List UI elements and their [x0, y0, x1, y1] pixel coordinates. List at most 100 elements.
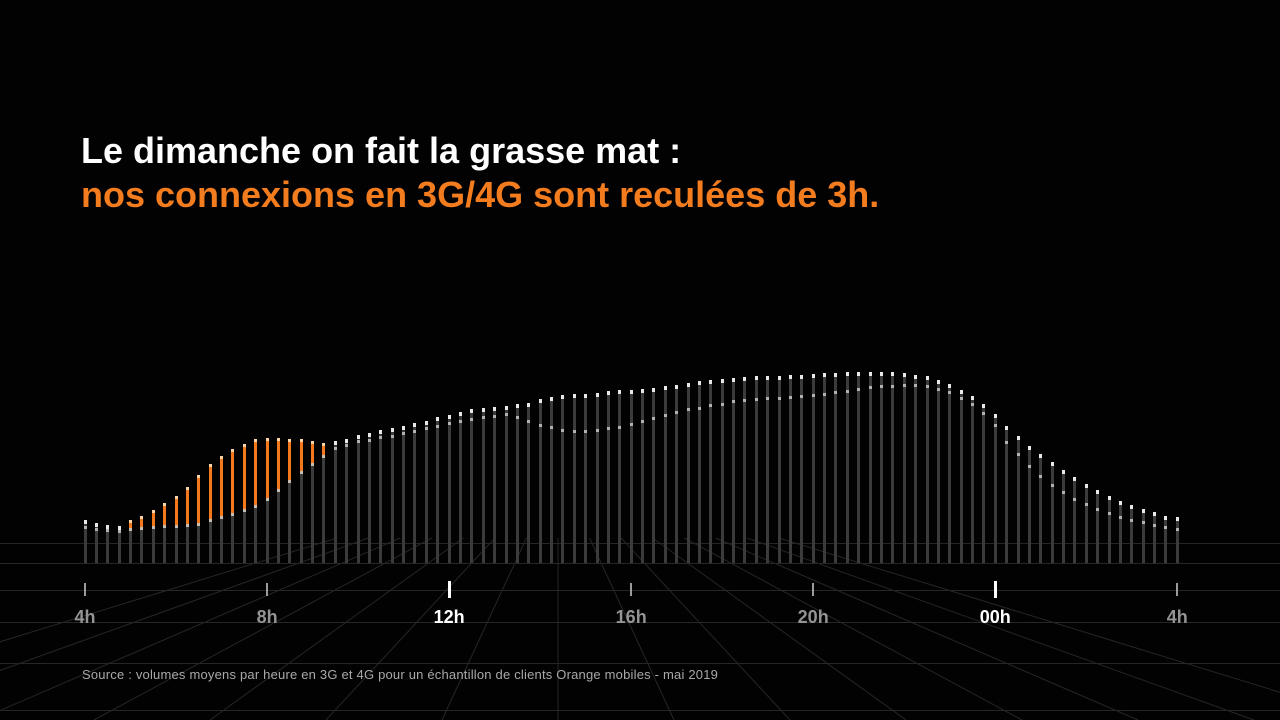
bar-junction-dot	[311, 463, 314, 466]
bar-stem	[527, 403, 530, 563]
bar-low-dot	[1108, 512, 1111, 515]
bar	[664, 386, 667, 563]
bar-top-dot	[345, 439, 348, 443]
bar-top-dot	[721, 379, 724, 383]
grid-radial-line	[747, 537, 1255, 720]
bar	[197, 475, 200, 563]
bar-low-dot	[641, 420, 644, 423]
bar-stem	[493, 407, 496, 563]
bar	[1073, 477, 1076, 563]
bar-stem	[1119, 501, 1122, 563]
bar-top-dot	[505, 406, 508, 410]
bar	[186, 487, 189, 563]
bar-stem	[948, 384, 951, 563]
bar-orange-tip	[322, 443, 325, 446]
bar-low-dot	[334, 447, 337, 450]
bar-orange-segment	[129, 520, 132, 529]
bar-orange-segment	[197, 475, 200, 524]
bar-stem	[277, 490, 280, 563]
bar-stem	[1017, 436, 1020, 563]
bar-top-dot	[573, 394, 576, 398]
bar	[823, 373, 826, 563]
bar-stem	[766, 376, 769, 563]
bar	[266, 438, 269, 563]
bar-low-dot	[436, 425, 439, 428]
bar-low-dot	[95, 528, 98, 531]
bar-low-dot	[118, 530, 121, 533]
bar-orange-tip	[152, 510, 155, 513]
bar-top-dot	[1085, 484, 1088, 488]
bar-low-dot	[448, 422, 451, 425]
bar-stem	[368, 433, 371, 563]
bar	[254, 439, 257, 563]
bar-top-dot	[84, 520, 87, 524]
bar	[231, 449, 234, 563]
bar-top-dot	[948, 384, 951, 388]
grid-radial-line	[0, 537, 401, 712]
bar-low-dot	[1142, 521, 1145, 524]
bar	[1051, 462, 1054, 563]
grid-radial-line	[441, 537, 527, 720]
bar-stem	[960, 390, 963, 563]
bar-low-dot	[1005, 441, 1008, 444]
bar-low-dot	[664, 414, 667, 417]
axis-label-4h: 4h	[74, 607, 96, 627]
bar	[1153, 512, 1156, 563]
bar-stem	[823, 373, 826, 563]
bar-top-dot	[846, 372, 849, 376]
grid-radial-line	[0, 537, 338, 643]
bar-stem	[163, 526, 166, 563]
bar-stem	[106, 525, 109, 563]
bar	[1164, 516, 1167, 563]
bar-orange-segment	[220, 456, 223, 517]
bar-orange-segment	[152, 510, 155, 527]
bar	[630, 390, 633, 563]
bar	[675, 385, 678, 563]
bar	[163, 503, 166, 563]
bar-low-dot	[926, 385, 929, 388]
bar	[982, 404, 985, 563]
bar-low-dot	[960, 397, 963, 400]
bar	[470, 409, 473, 563]
bar-low-dot	[857, 388, 860, 391]
bar-stem	[334, 441, 337, 563]
bar-junction-dot	[163, 525, 166, 528]
grid-radial-line	[778, 537, 1280, 693]
bar-stem	[743, 377, 746, 563]
bar-low-dot	[789, 396, 792, 399]
bar-low-dot	[914, 384, 917, 387]
bar-orange-segment	[288, 439, 291, 481]
bar-junction-dot	[175, 525, 178, 528]
bar-stem	[1164, 516, 1167, 563]
bar	[732, 378, 735, 563]
bar-top-dot	[596, 393, 599, 397]
bar-orange-tip	[209, 464, 212, 467]
axis-label-4h: 4h	[1166, 607, 1188, 627]
bar-top-dot	[368, 433, 371, 437]
bar	[846, 372, 849, 563]
bar-stem	[846, 372, 849, 563]
bar-low-dot	[880, 385, 883, 388]
bar-orange-tip	[197, 475, 200, 478]
bar-top-dot	[607, 391, 610, 395]
bar-stem	[425, 421, 428, 563]
bar-low-dot	[402, 432, 405, 435]
bar-low-dot	[891, 385, 894, 388]
bar-stem	[220, 517, 223, 563]
bar	[596, 393, 599, 563]
bar	[743, 377, 746, 563]
bar-low-dot	[391, 435, 394, 438]
bar-orange-segment	[163, 503, 166, 526]
bar-orange-tip	[266, 438, 269, 441]
bar-stem	[413, 423, 416, 563]
bar-orange-segment	[140, 516, 143, 528]
bar	[402, 426, 405, 563]
bar-top-dot	[379, 430, 382, 434]
bar-top-dot	[709, 380, 712, 384]
bar	[209, 464, 212, 563]
bar-low-dot	[755, 398, 758, 401]
bar-junction-dot	[254, 505, 257, 508]
bar-stem	[288, 481, 291, 563]
bar-top-dot	[618, 390, 621, 394]
bar-stem	[721, 379, 724, 563]
